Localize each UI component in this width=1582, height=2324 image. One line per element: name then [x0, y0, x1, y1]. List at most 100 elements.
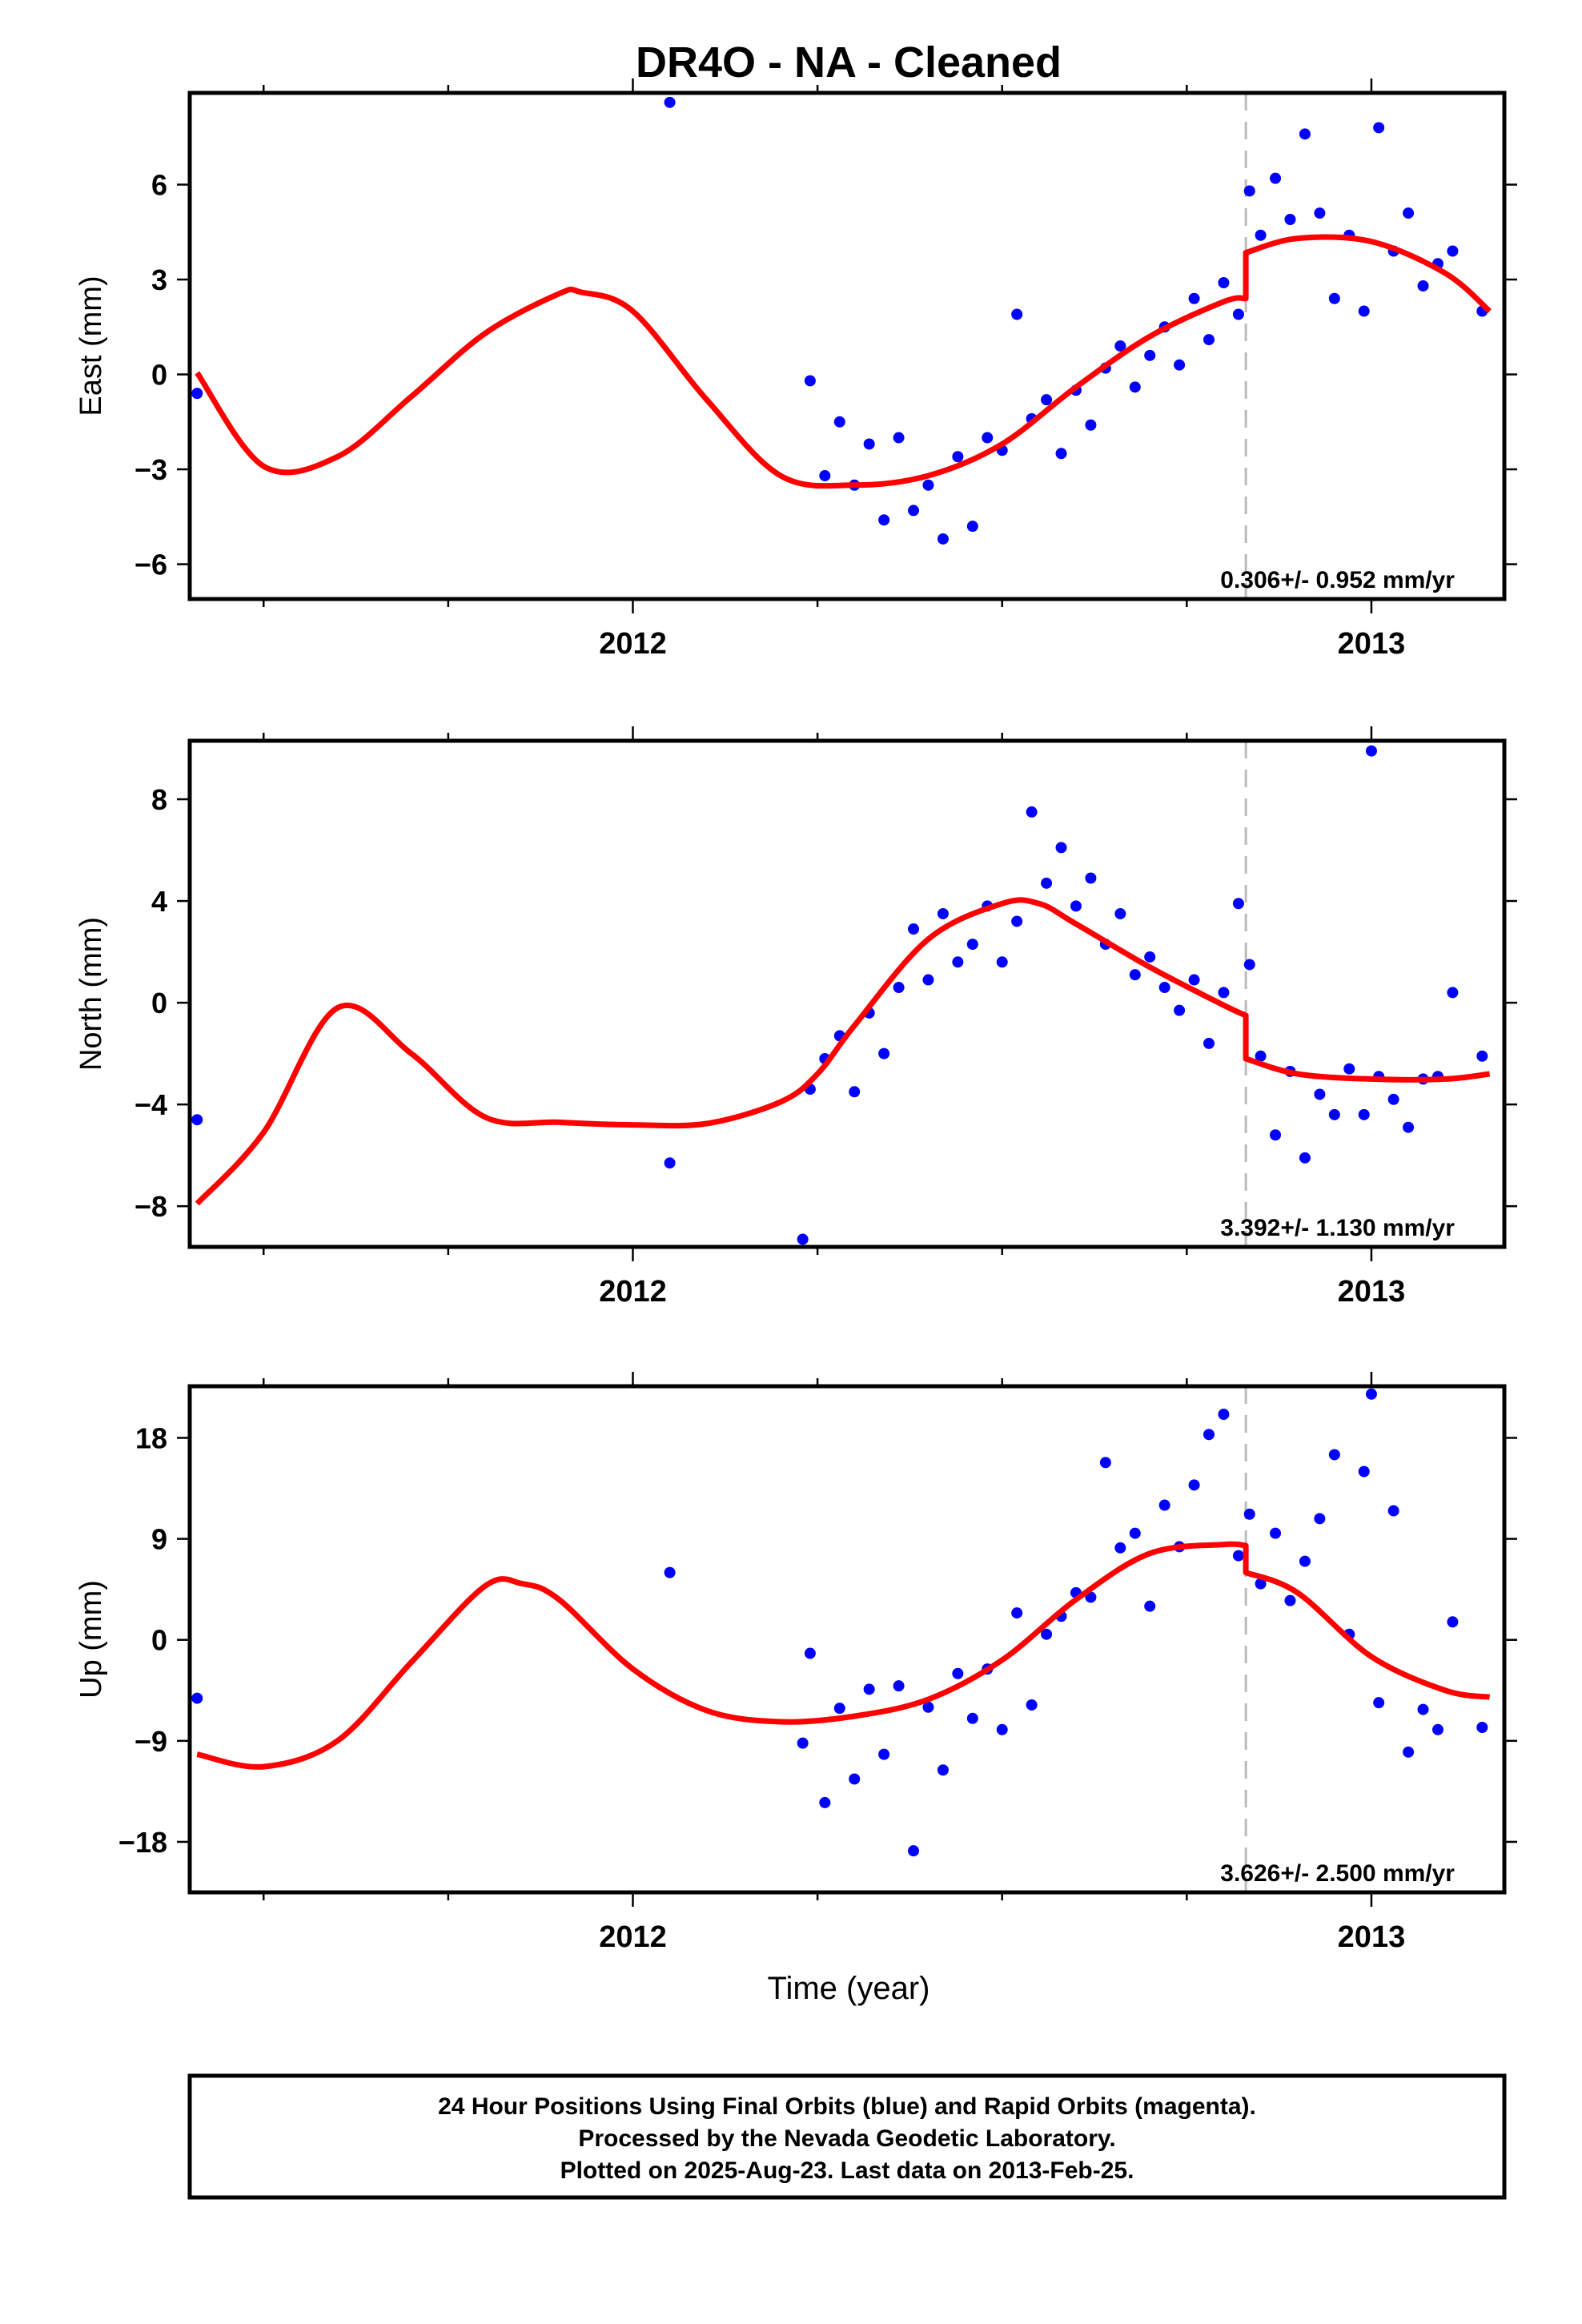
up-y-tick-label: 0 [151, 1624, 167, 1657]
up-data-point [1476, 1722, 1488, 1734]
up-data-point [191, 1692, 203, 1704]
up-data-point [1243, 1508, 1255, 1520]
east-data-point [966, 521, 978, 533]
east-data-point [878, 514, 890, 526]
north-data-point [1188, 974, 1200, 986]
footer-frame [187, 2073, 1507, 2200]
up-data-point [1299, 1555, 1311, 1567]
east-x-tick-label: 2012 [599, 627, 667, 661]
north-data-point [1314, 1088, 1326, 1100]
east-data-point [664, 96, 676, 108]
up-data-point [1041, 1628, 1053, 1640]
east-data-point [1011, 308, 1023, 320]
north-panel: 2012 2013 −8 −4 0 4 8 North (mm) 3.392+/- 1.130 … [74, 726, 1517, 1309]
north-data-point [1270, 1129, 1282, 1141]
east-data-point [1255, 229, 1267, 241]
up-data-point [1158, 1499, 1170, 1511]
up-data-point [1144, 1600, 1156, 1612]
up-data-point [1373, 1697, 1385, 1709]
up-data-point [1255, 1578, 1267, 1590]
north-data-point [1055, 842, 1067, 854]
east-data-point [952, 451, 964, 463]
east-data-point [922, 479, 934, 491]
north-data-point [1218, 987, 1230, 999]
up-data-point [1099, 1457, 1111, 1469]
up-rate-label: 3.626+/- 2.500 mm/yr [1220, 1860, 1455, 1887]
up-data-point [1431, 1723, 1443, 1735]
north-y-tick-label: 0 [151, 987, 167, 1019]
north-data-point [1476, 1050, 1488, 1062]
east-data-point [1314, 207, 1326, 219]
north-data-point [1085, 872, 1097, 884]
up-data-point [804, 1647, 816, 1659]
north-data-point [1365, 745, 1377, 757]
up-x-tick-label: 2013 [1338, 1920, 1406, 1954]
east-data-point [1328, 292, 1340, 304]
north-data-point [1447, 987, 1459, 999]
up-y-axis-label: Up (mm) [74, 1580, 108, 1699]
up-data-point [1284, 1594, 1296, 1606]
north-data-point [1343, 1063, 1355, 1075]
east-data-point [1144, 349, 1156, 361]
north-data-point [1203, 1037, 1215, 1049]
north-data-point [1358, 1108, 1370, 1120]
up-data-point [1026, 1699, 1038, 1711]
east-y-tick-label: 0 [151, 359, 167, 392]
up-data-point [833, 1703, 845, 1715]
east-data-point [1403, 207, 1415, 219]
north-data-point [849, 1086, 861, 1098]
north-data-point [797, 1233, 809, 1245]
north-data-point [996, 956, 1008, 968]
up-data-point [797, 1737, 809, 1749]
up-data-point [937, 1764, 949, 1776]
north-model-curve [195, 897, 1491, 1206]
north-y-tick-label: −4 [135, 1088, 167, 1121]
up-data-point [1011, 1607, 1023, 1619]
up-model-curve [196, 1541, 1491, 1770]
east-data-point [833, 416, 845, 428]
east-data-point [1373, 122, 1385, 134]
east-data-point [1114, 340, 1126, 352]
east-data-point [908, 505, 920, 517]
east-y-axis-label: East (mm) [74, 275, 108, 416]
up-data-point [952, 1667, 964, 1679]
east-data-point [1055, 448, 1067, 460]
up-data-point [1365, 1388, 1377, 1400]
north-data-point [1129, 969, 1141, 981]
up-data-point [1387, 1505, 1399, 1517]
north-data-point [1174, 1004, 1186, 1016]
north-y-tick-label: 8 [151, 783, 167, 816]
north-data-point [1114, 907, 1126, 919]
east-data-point [1174, 359, 1186, 371]
east-data-point [191, 388, 203, 400]
east-panel: 2012 2013 −6 −3 0 3 6 East (mm) 0.306+/- 0.952 m… [74, 78, 1517, 661]
east-data-point [937, 533, 949, 545]
east-data-point [1417, 279, 1429, 292]
east-y-tick-label: 3 [151, 263, 167, 296]
east-data-point [819, 469, 831, 481]
east-data-point [1232, 308, 1244, 320]
footer-line-3: Plotted on 2025-Aug-23. Last data on 201… [560, 2157, 1134, 2184]
north-data-point [893, 982, 905, 994]
up-data-point [1232, 1550, 1244, 1562]
up-y-tick-label: −18 [118, 1826, 167, 1859]
east-data-point [1085, 419, 1097, 431]
east-data-point [1243, 185, 1255, 197]
north-y-tick-label: −8 [135, 1190, 167, 1223]
east-data-point [893, 432, 905, 444]
east-data-point [1270, 172, 1282, 184]
up-data-point [819, 1796, 831, 1808]
north-data-point [1158, 982, 1170, 994]
up-data-point [1188, 1479, 1200, 1491]
north-data-point [1026, 806, 1038, 818]
north-data-point [1328, 1108, 1340, 1120]
up-panel: 2012 2013 −18 −9 0 9 18 Up (mm) 3.626+/- 2.500 m… [74, 1372, 1517, 1954]
x-axis-label: Time (year) [768, 1971, 930, 2006]
up-data-point [664, 1566, 676, 1578]
north-x-tick-label: 2013 [1338, 1275, 1406, 1309]
up-data-point [863, 1683, 875, 1695]
east-x-tick-label: 2013 [1338, 627, 1406, 661]
up-data-point [1417, 1703, 1429, 1715]
